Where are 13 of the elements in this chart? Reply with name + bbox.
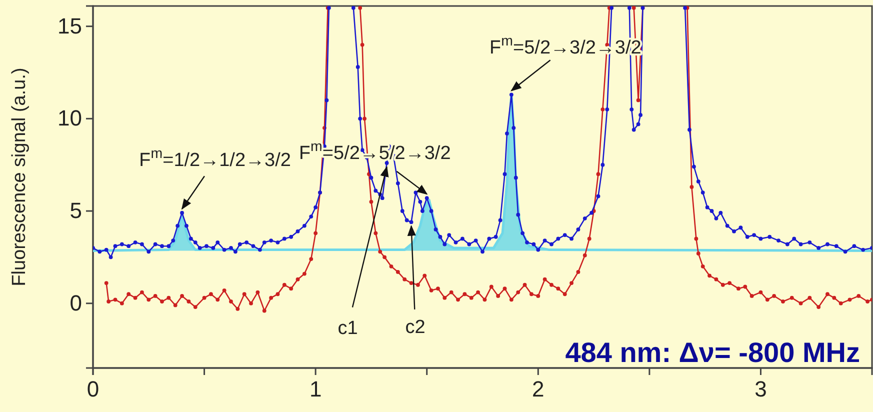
y-tick-label: 0 [70, 290, 82, 316]
annotation: c1 [338, 318, 358, 339]
x-tick-label: 0 [86, 376, 100, 402]
y-tick-label: 5 [70, 198, 82, 224]
annotation: F$^{m}$=1/2→1/2→3/2 [139, 146, 291, 171]
annotation: c2 [405, 317, 426, 338]
x-tick-label: 2 [532, 376, 544, 402]
y-tick-label: 10 [58, 106, 82, 131]
x-tick-label: 3 [754, 376, 767, 402]
annotation: 484 nm: Δν= -800 MHz [565, 337, 860, 368]
y-axis-title: Fluorescence signal (a.u.) [9, 68, 30, 286]
y-tick-label: 15 [58, 13, 82, 38]
x-tick-label: 1 [309, 376, 322, 402]
